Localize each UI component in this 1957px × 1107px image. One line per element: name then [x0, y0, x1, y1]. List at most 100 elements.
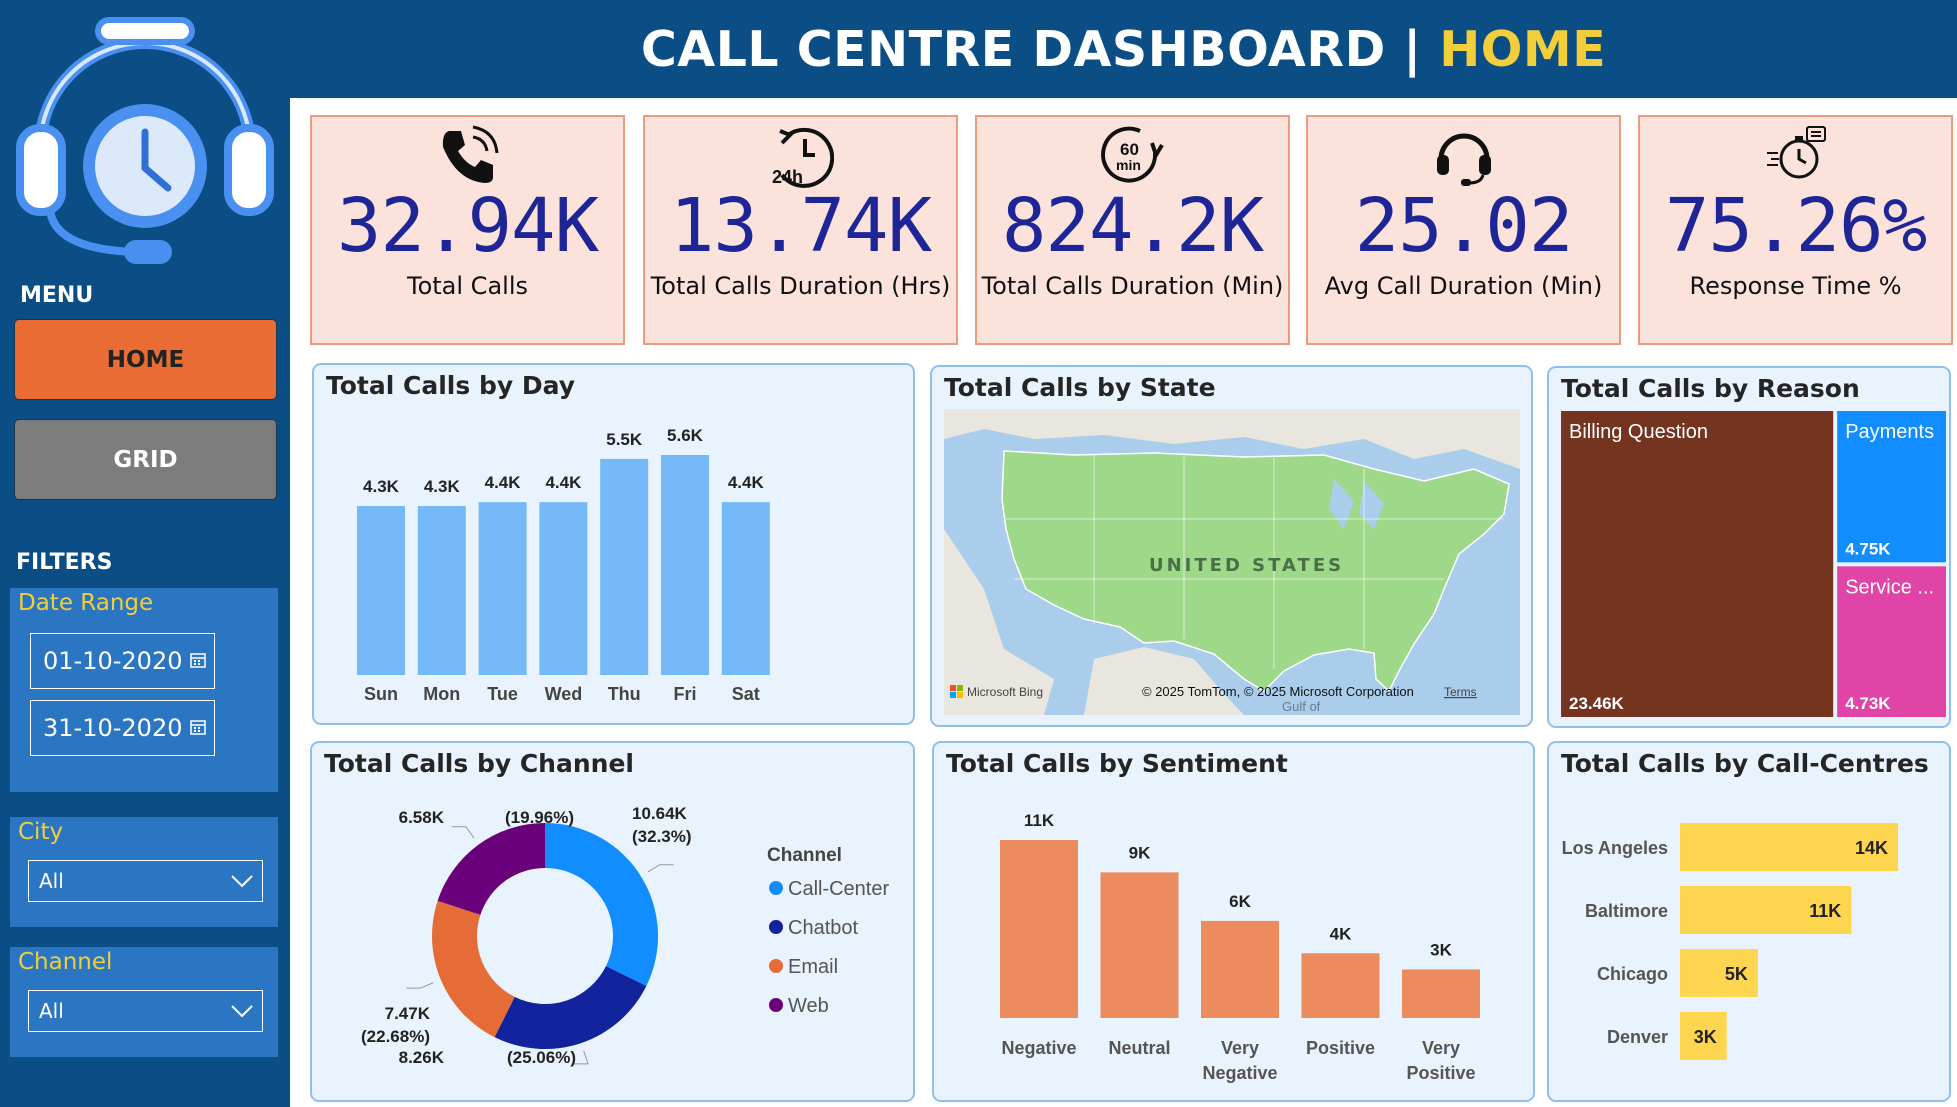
- reason-tile: [1837, 411, 1946, 563]
- chart-calls-by-state[interactable]: Total Calls by State UNITED STATES Gulf …: [930, 365, 1533, 727]
- headset-clock-logo-icon: [12, 8, 278, 270]
- kpi-value: 32.94K: [336, 183, 599, 269]
- sentiment-data-label: 11K: [1024, 811, 1055, 830]
- calendar-icon[interactable]: [190, 719, 206, 735]
- channel-leader-line: [406, 982, 434, 989]
- chart-title: Total Calls by Reason: [1561, 374, 1860, 403]
- day-bar-chart: 4.3K Sun 4.3K Mon 4.4K Tue 4.4K Wed 5.5K Thu 5.6K F…: [357, 426, 770, 704]
- day-tick-label: Mon: [423, 684, 460, 704]
- bing-credit: Microsoft Bing: [967, 685, 1043, 699]
- channel-leader-line: [574, 1050, 589, 1065]
- day-tick-label: Thu: [608, 684, 641, 704]
- channel-percent-label: (19.96%): [505, 808, 574, 827]
- day-bar: [600, 458, 649, 675]
- start-date-value: 01-10-2020: [43, 647, 183, 675]
- sentiment-bar: [1201, 920, 1279, 1018]
- day-bar: [417, 506, 466, 675]
- end-date-value: 31-10-2020: [43, 714, 183, 742]
- nav-grid-button[interactable]: GRID: [14, 419, 277, 500]
- sentiment-bar: [1100, 872, 1179, 1018]
- channel-leader-line: [451, 826, 475, 839]
- sentiment-data-label: 6K: [1229, 892, 1251, 911]
- centre-data-label: 14K: [1855, 838, 1888, 858]
- channel-legend-title: Channel: [767, 845, 842, 866]
- sentiment-tick-label: Very: [1422, 1038, 1460, 1058]
- reason-category-label: Billing Question: [1569, 421, 1708, 443]
- chart-title: Total Calls by State: [944, 373, 1216, 402]
- filters-label: FILTERS: [16, 550, 113, 575]
- day-tick-label: Tue: [487, 684, 518, 704]
- date-range-label: Date Range: [18, 590, 154, 616]
- chart-title: Total Calls by Channel: [324, 749, 634, 778]
- map-copyright: © 2025 TomTom, © 2025 Microsoft Corporat…: [1142, 684, 1414, 699]
- day-tick-label: Fri: [673, 684, 696, 704]
- kpi-card-avg-duration[interactable]: 25.02 Avg Call Duration (Min): [1306, 115, 1621, 345]
- chart-title: Total Calls by Sentiment: [946, 749, 1288, 778]
- chart-calls-by-sentiment[interactable]: Total Calls by Sentiment 11K Negative 9K Ne…: [932, 741, 1535, 1102]
- kpi-card-duration-hrs[interactable]: 24h 13.74K Total Calls Duration (Hrs): [643, 115, 958, 345]
- chart-calls-by-reason[interactable]: Total Calls by Reason Billing Question 23…: [1547, 366, 1951, 728]
- day-data-label: 5.6K: [667, 426, 704, 445]
- headset-icon: [1436, 133, 1491, 186]
- map-terms-link[interactable]: Terms: [1444, 685, 1477, 699]
- channel-slice: [432, 900, 515, 1038]
- us-map[interactable]: UNITED STATES Gulf of Microsoft Bing © 2…: [944, 409, 1520, 715]
- kpi-label: Total Calls Duration (Min): [981, 272, 1284, 300]
- channel-leader-line: [647, 864, 674, 873]
- chart-calls-by-channel[interactable]: Total Calls by Channel 10.64K (32.3%) 8.26…: [310, 741, 915, 1102]
- channel-percent-label: (32.3%): [632, 827, 692, 846]
- legend-item-label: Call-Center: [788, 878, 889, 900]
- chart-title: Total Calls by Call-Centres: [1561, 749, 1929, 778]
- centre-data-label: 3K: [1694, 1027, 1717, 1047]
- city-dropdown[interactable]: All: [28, 860, 263, 902]
- centre-data-label: 5K: [1725, 964, 1748, 984]
- sentiment-data-label: 9K: [1129, 843, 1151, 862]
- day-data-label: 4.4K: [485, 473, 522, 492]
- sentiment-tick-label: Negative: [1202, 1063, 1277, 1083]
- legend-item-label: Web: [788, 995, 829, 1017]
- legend-marker: [769, 998, 783, 1012]
- channel-slice: [545, 823, 658, 986]
- chevron-down-icon: [231, 875, 253, 888]
- day-data-label: 4.4K: [728, 473, 765, 492]
- kpi-value: 25.02: [1354, 183, 1574, 269]
- kpi-card-duration-min[interactable]: 60 min 824.2K Total Calls Duration (Min): [975, 115, 1290, 345]
- day-data-label: 4.3K: [363, 477, 400, 496]
- sentiment-tick-label: Positive: [1406, 1063, 1475, 1083]
- channel-percent-label: (25.06%): [507, 1048, 576, 1067]
- kpi-card-response-time[interactable]: 75.26% Response Time %: [1638, 115, 1953, 345]
- end-date-input[interactable]: 31-10-2020: [30, 700, 215, 756]
- kpi-value: 75.26%: [1664, 183, 1927, 269]
- sentiment-tick-label: Negative: [1001, 1038, 1076, 1058]
- sentiment-tick-label: Neutral: [1108, 1038, 1170, 1058]
- kpi-value: 824.2K: [1001, 183, 1264, 269]
- city-slicer: City All: [10, 817, 278, 927]
- channel-dropdown[interactable]: All: [28, 990, 263, 1032]
- phone-icon: [442, 125, 498, 183]
- calendar-icon[interactable]: [190, 652, 206, 668]
- centre-tick-label: Baltimore: [1585, 901, 1668, 921]
- legend-marker: [769, 920, 783, 934]
- day-data-label: 4.4K: [545, 473, 582, 492]
- kpi-label: Avg Call Duration (Min): [1324, 272, 1603, 300]
- chart-calls-by-day[interactable]: Total Calls by Day 4.3K Sun 4.3K Mon 4.4K Tue…: [312, 363, 915, 725]
- day-bar: [357, 506, 405, 675]
- channel-label: Channel: [18, 949, 113, 975]
- centre-tick-label: Denver: [1607, 1027, 1668, 1047]
- nav-home-button[interactable]: HOME: [14, 319, 277, 400]
- chart-calls-by-centre[interactable]: Total Calls by Call-Centres 14K Los Angel…: [1547, 741, 1951, 1102]
- start-date-input[interactable]: 01-10-2020: [30, 633, 215, 689]
- kpi-card-total-calls[interactable]: 32.94K Total Calls: [310, 115, 625, 345]
- centre-tick-label: Chicago: [1597, 964, 1668, 984]
- day-bar: [539, 502, 588, 675]
- bing-logo-icon: [950, 685, 963, 698]
- header-bar: CALL CENTRE DASHBOARD | HOME: [290, 0, 1957, 98]
- title-main: CALL CENTRE DASHBOARD |: [640, 20, 1422, 78]
- reason-category-label: Payments: [1845, 421, 1934, 443]
- sentiment-bar-chart: 11K Negative 9K Neutral 6K Very Negative 4K Posi…: [1000, 811, 1480, 1083]
- channel-data-label: 6.58K: [399, 808, 445, 827]
- day-data-label: 4.3K: [424, 477, 461, 496]
- sentiment-bar: [1402, 969, 1480, 1018]
- stopwatch-icon: [1766, 126, 1826, 179]
- reason-tile: [1837, 566, 1946, 717]
